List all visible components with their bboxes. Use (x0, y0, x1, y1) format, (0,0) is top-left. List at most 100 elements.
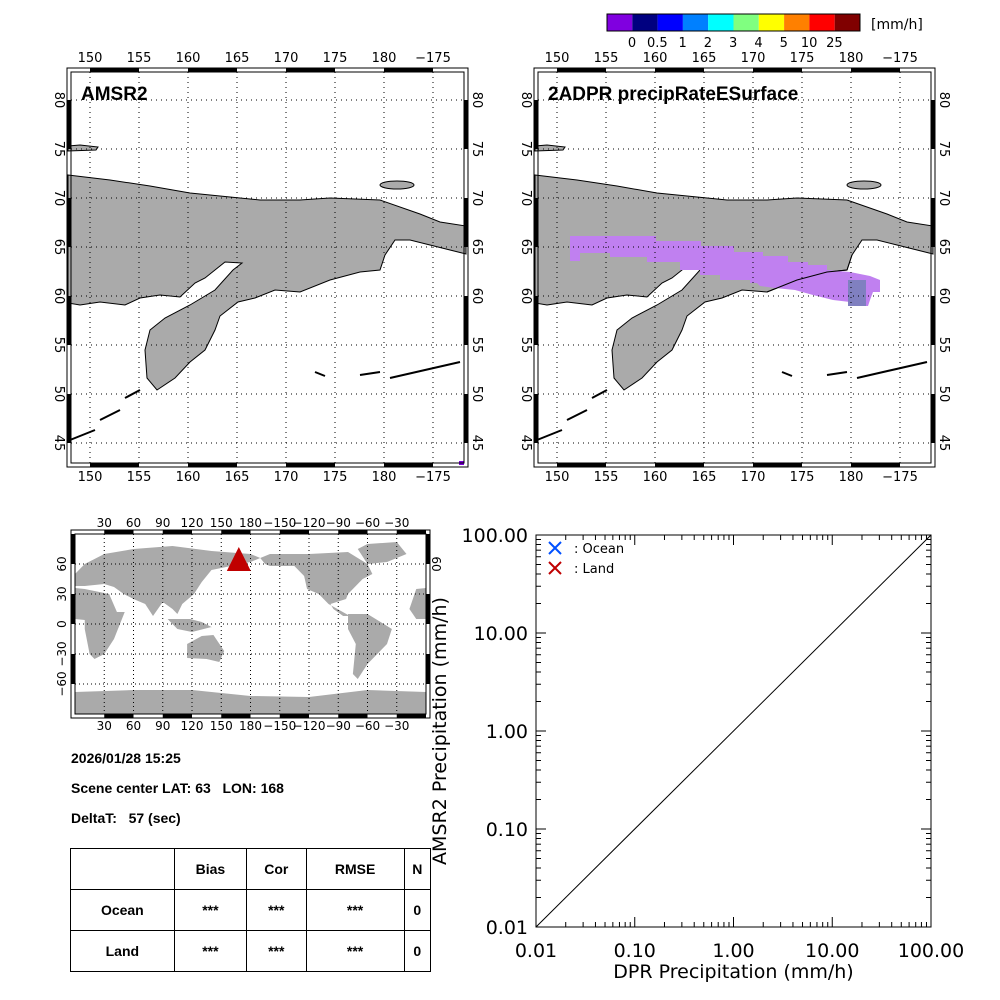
frame-segment (221, 530, 251, 534)
colorbar-swatch (834, 14, 860, 31)
lat-label-right: 60 (936, 288, 951, 305)
lon-label-top: −175 (882, 51, 918, 66)
lon-label-bottom: 175 (323, 470, 348, 485)
table-cell: 0 (403, 889, 432, 931)
lat-label-left: 65 (51, 239, 66, 256)
frame-segment (104, 530, 134, 534)
map-title: 2ADPR precipRateESurface (548, 84, 798, 105)
table-row: Ocean *** *** *** 0 (70, 889, 432, 931)
frame-segment (71, 534, 75, 564)
frame-segment (384, 68, 433, 72)
lon-label-top: 155 (594, 51, 619, 66)
frame-segment (71, 654, 75, 684)
datetime-text: 2026/01/28 15:25 (71, 750, 181, 766)
lat-label-left: 55 (518, 337, 533, 354)
y-tick-label: 1.00 (486, 721, 528, 743)
frame-segment (286, 463, 335, 467)
frame-segment (931, 296, 935, 345)
frame-segment (557, 68, 606, 72)
lat-label-left: 60 (518, 288, 533, 305)
frame-segment (338, 714, 368, 718)
lon-label-top: 160 (643, 51, 668, 66)
row-label: Ocean (70, 889, 175, 931)
table-cell: *** (305, 889, 405, 931)
lon-label-bottom: 170 (741, 470, 766, 485)
lon-label-bottom: 155 (594, 470, 619, 485)
lon-label-bottom: 165 (692, 470, 717, 485)
world-lon-label-bottom: −30 (384, 719, 409, 733)
table-cell: *** (246, 889, 307, 931)
frame-segment (931, 100, 935, 149)
lon-label-top: 170 (274, 51, 299, 66)
world-lat-label-left: 60 (55, 556, 69, 571)
frame-segment (67, 296, 71, 345)
world-lon-label-top: −60 (355, 516, 380, 530)
colorbar-label: 0 (628, 36, 636, 51)
frame-segment (931, 198, 935, 247)
lat-label-left: 55 (51, 337, 66, 354)
world-lat-label-left: 30 (55, 586, 69, 601)
header-cell (70, 848, 175, 890)
lon-label-bottom: 175 (790, 470, 815, 485)
lat-label-left: 50 (51, 386, 66, 403)
world-lon-label-top: −90 (326, 516, 351, 530)
y-tick-label: 0.10 (486, 819, 528, 841)
lat-label-left: 45 (518, 435, 533, 452)
table-cell: *** (173, 889, 248, 931)
map-frame (66, 67, 469, 468)
lon-label-top: 175 (790, 51, 815, 66)
frame-segment (931, 394, 935, 443)
lat-label-left: 80 (51, 92, 66, 109)
table-row: Land *** *** *** 0 (70, 930, 432, 972)
frame-segment (104, 714, 134, 718)
colorbar-frame (606, 13, 861, 32)
lon-label-bottom: 155 (127, 470, 152, 485)
frame-segment (426, 654, 430, 684)
row-label: Land (70, 930, 175, 972)
world-lon-label-bottom: 90 (155, 719, 170, 733)
world-lon-label-bottom: 120 (181, 719, 204, 733)
frame-segment (338, 530, 368, 534)
legend-marker-x-icon (548, 541, 562, 555)
world-lon-label-top: 150 (210, 516, 233, 530)
header-cell: RMSE (305, 848, 405, 890)
lat-label-right: 45 (469, 435, 484, 452)
colorbar-unit: [mm/h] (871, 17, 923, 33)
world-lat-label-right: 60 (429, 556, 443, 571)
lon-label-bottom: 150 (545, 470, 570, 485)
world-lat-label-left: 0 (55, 620, 69, 628)
world-lon-label-top: 30 (97, 516, 112, 530)
header-cell: Bias (173, 848, 248, 890)
lat-label-right: 75 (469, 141, 484, 158)
wrangel-island (846, 180, 882, 190)
header-cell: Cor (246, 848, 307, 890)
lat-label-left: 65 (518, 239, 533, 256)
table-cell: *** (246, 930, 307, 972)
coastline (766, 254, 853, 293)
table-cell: 0 (403, 930, 432, 972)
frame-segment (534, 394, 538, 443)
maritime-continent (167, 619, 222, 632)
greenland (357, 542, 407, 564)
wrangel-island (379, 180, 415, 190)
legend-label: : Land (574, 562, 614, 577)
frame-segment (279, 530, 309, 534)
lat-label-right: 70 (469, 190, 484, 207)
scatter-plot: 0.010.01 0.10 0.10 1.00 1.00 10.00 10.00 100.00… (429, 525, 964, 983)
colorbar-label: 25 (826, 36, 843, 51)
colorbar-label: 0.5 (647, 36, 668, 51)
colorbar-swatch (682, 14, 709, 31)
amsr2-map: 150 150 155 155 160 160 165 165 170 170 175 175 180 1… (51, 51, 484, 485)
frame-segment (655, 463, 704, 467)
colorbar-swatch (784, 14, 810, 31)
lon-label-top: 150 (545, 51, 570, 66)
world-lon-label-bottom: 30 (97, 719, 112, 733)
frame-segment (396, 530, 426, 534)
frame-segment (188, 68, 237, 72)
frame-segment (464, 198, 468, 247)
frame-segment (384, 463, 433, 467)
lon-label-top: −175 (415, 51, 451, 66)
lon-label-top: 180 (372, 51, 397, 66)
colorbar-label: 10 (801, 36, 818, 51)
